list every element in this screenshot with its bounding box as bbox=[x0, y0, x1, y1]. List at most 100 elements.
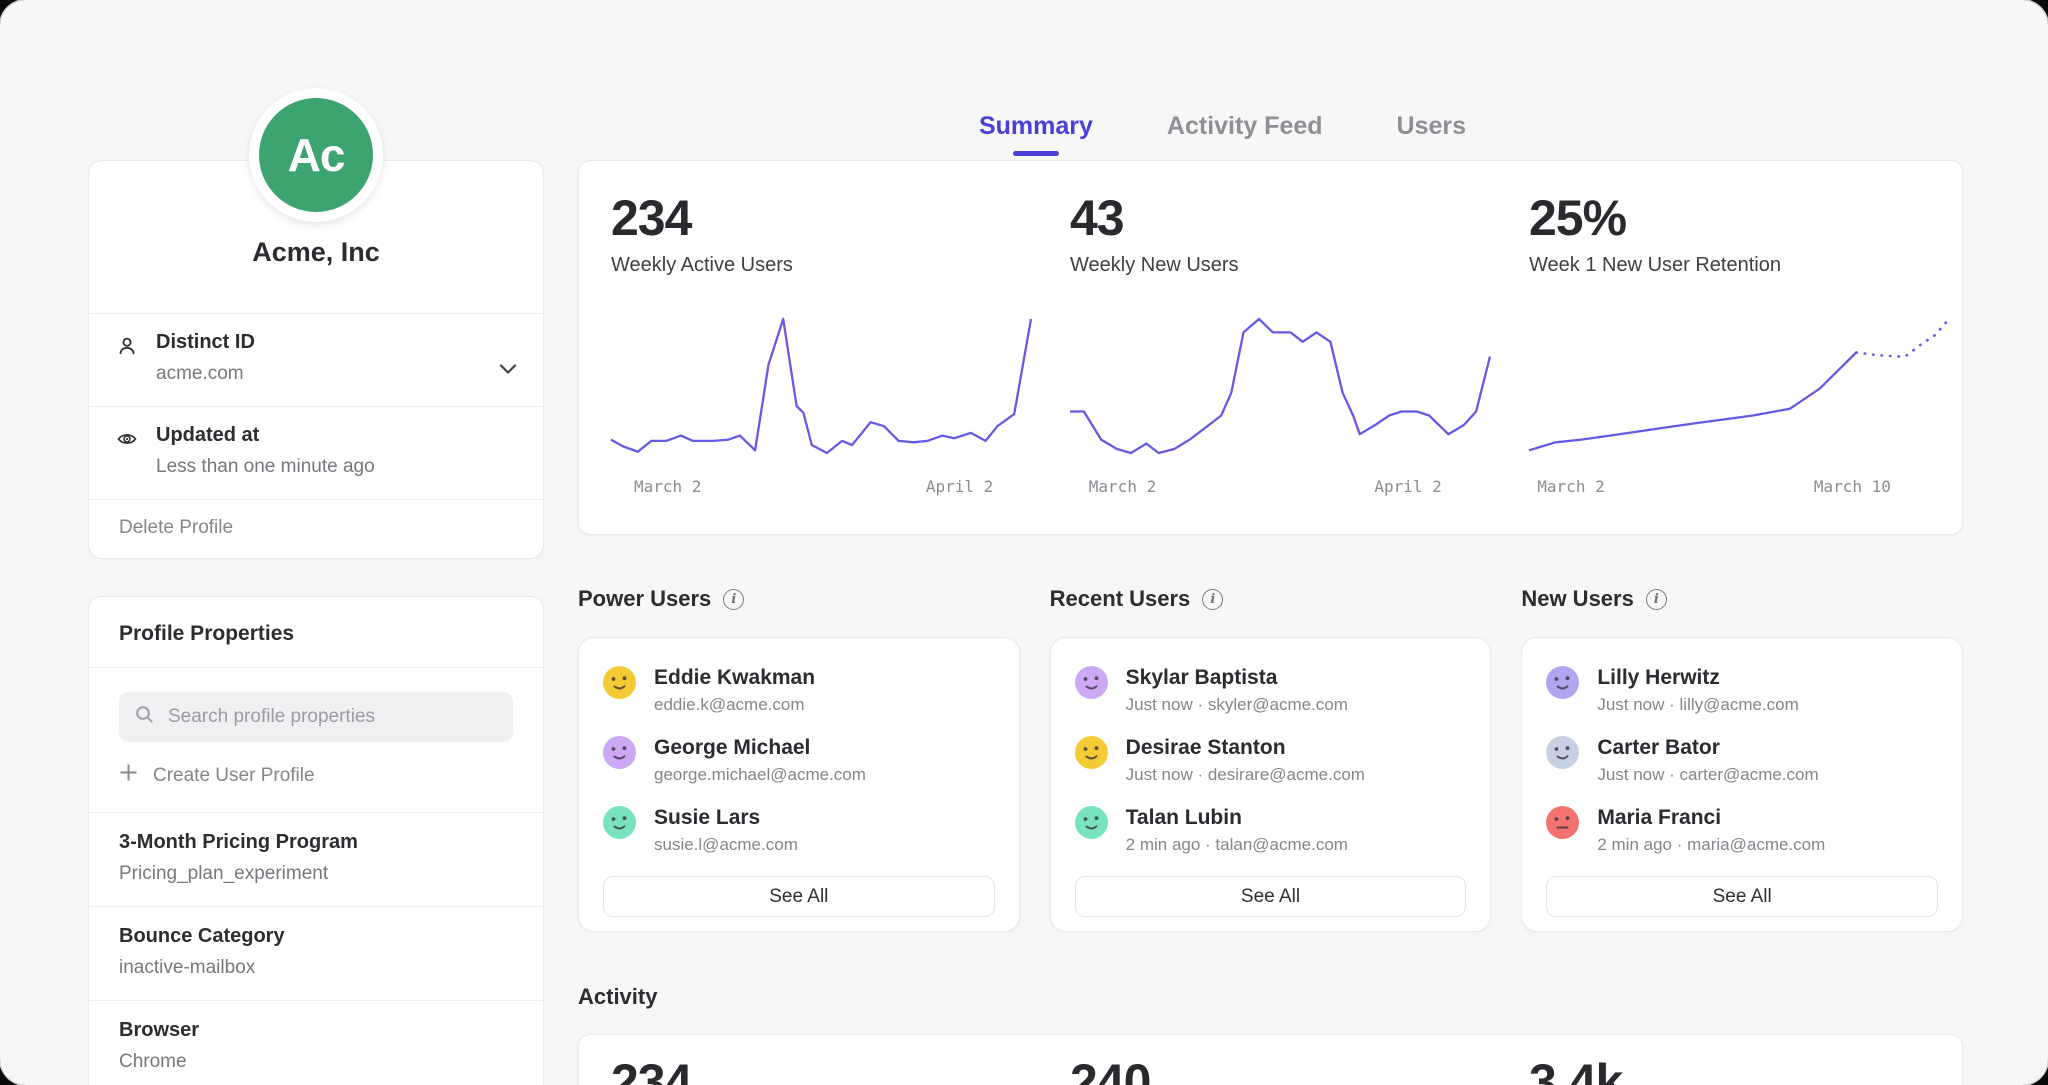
user-name: Lilly Herwitz bbox=[1597, 666, 1798, 690]
profile-properties-card: Profile Properties Cr bbox=[88, 596, 544, 1085]
property-label: Bounce Category bbox=[119, 925, 513, 948]
user-meta: 2 min ago · maria@acme.com bbox=[1597, 835, 1825, 855]
summary-stats-card: 234 Weekly Active Users March 2 April 2 bbox=[578, 160, 1963, 535]
user-avatar bbox=[1075, 806, 1108, 839]
company-name: Acme, Inc bbox=[252, 237, 380, 268]
user-meta: 2 min ago · talan@acme.com bbox=[1126, 835, 1348, 855]
create-user-profile-label: Create User Profile bbox=[153, 765, 315, 787]
tab[interactable]: Users bbox=[1397, 112, 1467, 141]
user-lists-row: Power Users i bbox=[578, 585, 1963, 932]
property-value: Pricing_plan_experiment bbox=[119, 863, 513, 885]
user-list: Skylar Baptista Just now · skyler@acme.c… bbox=[1075, 666, 1467, 876]
plus-icon bbox=[119, 763, 138, 788]
user-meta: susie.l@acme.com bbox=[654, 835, 798, 855]
delete-profile-button[interactable]: Delete Profile bbox=[89, 499, 543, 558]
user-list-header: Recent Users i bbox=[1050, 585, 1492, 613]
user-list-column: New Users i bbox=[1521, 585, 1963, 932]
user-name: Desirae Stanton bbox=[1126, 736, 1365, 760]
avatar-mouth bbox=[1086, 756, 1096, 758]
info-icon[interactable]: i bbox=[1646, 589, 1667, 610]
property-value: Chrome bbox=[119, 1051, 513, 1073]
avatar-mouth bbox=[615, 826, 625, 828]
user-avatar bbox=[1546, 736, 1579, 769]
user-meta: Just now · desirare@acme.com bbox=[1126, 765, 1365, 785]
x-axis: March 2 March 10 bbox=[1529, 477, 1949, 503]
user-avatar bbox=[1075, 666, 1108, 699]
stat-column: 25% Week 1 New User Retention March 2 Ma… bbox=[1529, 189, 1949, 534]
user-list-item[interactable]: Eddie Kwakman eddie.k@acme.com bbox=[603, 666, 995, 715]
eye-icon bbox=[116, 428, 138, 455]
user-list-item[interactable]: Talan Lubin 2 min ago · talan@acme.com bbox=[1075, 806, 1467, 855]
avatar-face bbox=[603, 736, 636, 769]
activity-stat-value: 234 bbox=[611, 1053, 1031, 1085]
user-meta: Just now · lilly@acme.com bbox=[1597, 695, 1798, 715]
field-label: Distinct ID bbox=[156, 331, 513, 354]
info-icon[interactable]: i bbox=[1202, 589, 1223, 610]
avatar-mouth bbox=[615, 686, 625, 688]
user-list-item[interactable]: Skylar Baptista Just now · skyler@acme.c… bbox=[1075, 666, 1467, 715]
x-axis-tick: March 2 bbox=[1089, 477, 1156, 496]
field-label: Updated at bbox=[156, 424, 513, 447]
user-list-column: Recent Users i bbox=[1050, 585, 1492, 932]
search-icon bbox=[134, 704, 155, 730]
sparkline-wrap bbox=[1529, 311, 1949, 461]
avatar-face bbox=[1075, 736, 1108, 769]
avatar-face bbox=[1546, 806, 1579, 839]
stat-value: 234 bbox=[611, 189, 1031, 247]
tab-label: Activity Feed bbox=[1167, 112, 1323, 141]
user-list-title: Recent Users bbox=[1050, 586, 1191, 612]
user-list-card: Skylar Baptista Just now · skyler@acme.c… bbox=[1050, 637, 1492, 932]
user-list-item[interactable]: Susie Lars susie.l@acme.com bbox=[603, 806, 995, 855]
see-all-button[interactable]: See All bbox=[603, 876, 995, 917]
activity-card: 234 240 3.4k bbox=[578, 1034, 1963, 1085]
stat-label: Weekly Active Users bbox=[611, 254, 1031, 277]
user-avatar bbox=[603, 736, 636, 769]
main-panel: Summary Activity Feed Users 234 We bbox=[578, 0, 1963, 1085]
activity-stat-value: 3.4k bbox=[1529, 1053, 1949, 1085]
activity-section-title: Activity bbox=[578, 984, 1963, 1010]
property-value: inactive-mailbox bbox=[119, 957, 513, 979]
user-meta: Just now · carter@acme.com bbox=[1597, 765, 1818, 785]
tab-bar: Summary Activity Feed Users bbox=[578, 0, 1963, 160]
x-axis: March 2 April 2 bbox=[611, 477, 1031, 503]
tab[interactable]: Summary bbox=[979, 112, 1093, 156]
stat-label: Weekly New Users bbox=[1070, 254, 1490, 277]
field-value: Less than one minute ago bbox=[156, 456, 513, 478]
user-list-item[interactable]: George Michael george.michael@acme.com bbox=[603, 736, 995, 785]
info-icon[interactable]: i bbox=[723, 589, 744, 610]
user-avatar bbox=[1075, 736, 1108, 769]
tab[interactable]: Activity Feed bbox=[1167, 112, 1323, 141]
profile-properties-title: Profile Properties bbox=[89, 597, 543, 667]
x-axis: March 2 April 2 bbox=[1070, 477, 1490, 503]
see-all-button[interactable]: See All bbox=[1075, 876, 1467, 917]
search-input[interactable] bbox=[166, 705, 498, 729]
user-list-item[interactable]: Desirae Stanton Just now · desirare@acme… bbox=[1075, 736, 1467, 785]
user-list-item[interactable]: Maria Franci 2 min ago · maria@acme.com bbox=[1546, 806, 1938, 855]
x-axis-tick: April 2 bbox=[926, 477, 993, 496]
user-list: Eddie Kwakman eddie.k@acme.com bbox=[603, 666, 995, 876]
user-avatar bbox=[1546, 806, 1579, 839]
user-name: Skylar Baptista bbox=[1126, 666, 1348, 690]
activity-stat-value: 240 bbox=[1070, 1053, 1490, 1085]
user-list-item[interactable]: Lilly Herwitz Just now · lilly@acme.com bbox=[1546, 666, 1938, 715]
user-name: Carter Bator bbox=[1597, 736, 1818, 760]
divider bbox=[89, 667, 543, 668]
property-label: 3-Month Pricing Program bbox=[119, 831, 513, 854]
sparkline-wrap bbox=[611, 311, 1031, 461]
chevron-down-icon[interactable] bbox=[499, 362, 517, 380]
create-user-profile-button[interactable]: Create User Profile bbox=[119, 763, 513, 788]
user-list-column: Power Users i bbox=[578, 585, 1020, 932]
avatar-mouth bbox=[1558, 686, 1568, 688]
tab-label: Users bbox=[1397, 112, 1467, 141]
avatar-face bbox=[1075, 806, 1108, 839]
field-value: acme.com bbox=[156, 363, 513, 385]
see-all-button[interactable]: See All bbox=[1546, 876, 1938, 917]
user-list-title: Power Users bbox=[578, 586, 711, 612]
profile-sidebar: Ac Acme, Inc Distinct ID acme.com bbox=[88, 0, 544, 1085]
user-list-header: New Users i bbox=[1521, 585, 1963, 613]
stat-value: 43 bbox=[1070, 189, 1490, 247]
user-name: Susie Lars bbox=[654, 806, 798, 830]
x-axis-tick: March 2 bbox=[634, 477, 701, 496]
user-list-item[interactable]: Carter Bator Just now · carter@acme.com bbox=[1546, 736, 1938, 785]
sparkline-chart bbox=[1529, 311, 1949, 461]
